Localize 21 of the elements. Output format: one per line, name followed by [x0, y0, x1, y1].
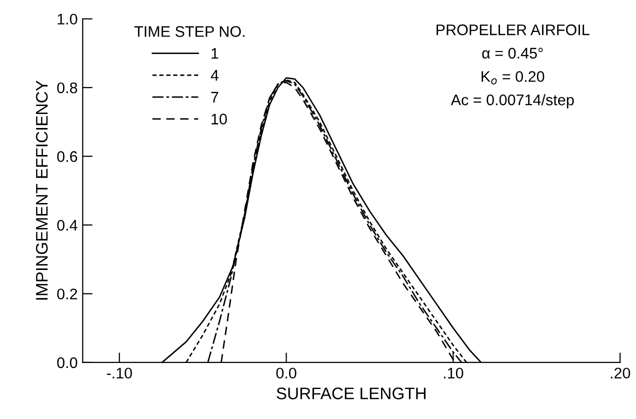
- x-axis-title: SURFACE LENGTH: [276, 388, 426, 400]
- annotation: K$_{o}$ = 0.20: [482, 71, 544, 84]
- x-tick-label: -.10: [106, 368, 132, 379]
- y-tick-label: 0.8: [57, 82, 78, 94]
- x-tick-label: .20: [610, 368, 630, 379]
- annotation: Ac = 0.00714/step: [450, 94, 574, 108]
- legend-label: 1: [212, 48, 218, 59]
- legend-label: 10: [212, 114, 227, 124]
- y-tick-label: 0.6: [57, 151, 78, 162]
- legend-label: 7: [211, 92, 218, 102]
- y-tick-label: 0.4: [57, 220, 78, 231]
- annotation: α = 0.45°: [482, 48, 543, 59]
- y-tick-label: 1.0: [58, 14, 78, 25]
- annotation: PROPELLER AIRFOIL: [436, 24, 590, 36]
- x-tick-label: 0.0: [276, 368, 296, 379]
- legend-label: 4: [210, 70, 219, 81]
- y-tick-label: 0.2: [57, 288, 78, 300]
- legend-title: TIME STEP NO.: [134, 26, 244, 37]
- x-tick-label: .10: [444, 368, 464, 379]
- y-tick-label: 0.0: [57, 357, 78, 368]
- y-axis-title: IMPINGEMENT EFFICIENCY: [36, 80, 48, 300]
